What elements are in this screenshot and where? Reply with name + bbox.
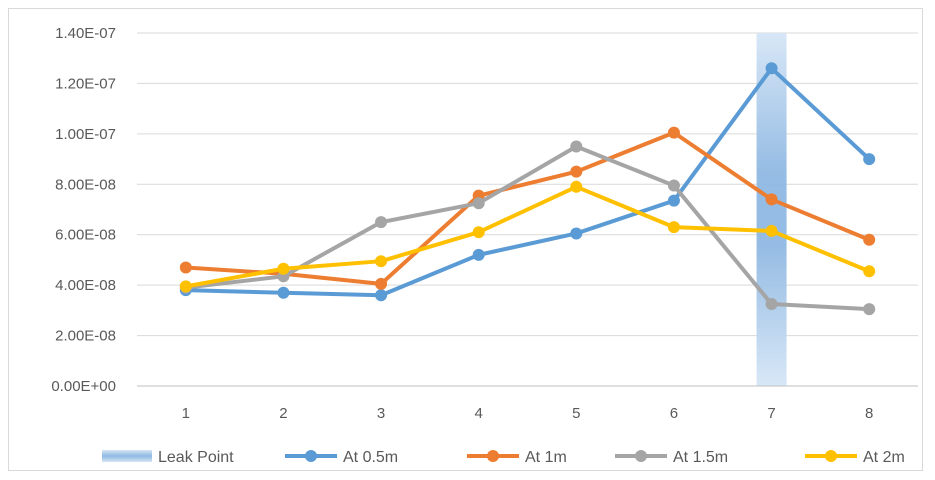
data-point <box>472 226 485 239</box>
legend-item-at-1m: At 1m <box>467 449 567 466</box>
data-point <box>277 286 290 299</box>
x-tick-label: 5 <box>572 405 580 422</box>
data-point <box>765 298 778 311</box>
x-tick-label: 6 <box>670 405 678 422</box>
legend-label: At 1m <box>525 449 567 466</box>
data-point <box>863 233 876 246</box>
legend-swatch-marker <box>305 450 317 462</box>
data-point <box>863 153 876 166</box>
y-tick-label: 6.00E-08 <box>55 227 116 244</box>
data-point <box>667 221 680 234</box>
legend: Leak Point At 0.5m At 1m At 1.5m At 2m <box>102 449 905 466</box>
y-tick-label: 0.00E+00 <box>51 378 116 395</box>
series-line <box>183 184 872 289</box>
legend-item-leak-point: Leak Point <box>102 449 234 466</box>
data-point <box>570 227 583 240</box>
legend-swatch-marker <box>825 450 837 462</box>
x-axis-ticks: 1 2 3 4 5 6 7 8 <box>182 405 874 422</box>
data-point <box>667 126 680 139</box>
data-point <box>570 140 583 153</box>
legend-item-at-2m: At 2m <box>805 449 905 466</box>
y-tick-label: 1.00E-07 <box>55 126 116 143</box>
y-tick-label: 1.20E-07 <box>55 75 116 92</box>
data-point <box>863 265 876 278</box>
legend-item-at-0-5m: At 0.5m <box>285 449 398 466</box>
y-tick-label: 1.40E-07 <box>55 25 116 42</box>
data-point <box>765 224 778 237</box>
data-point <box>179 280 192 293</box>
series-line <box>183 66 872 298</box>
data-point <box>375 289 388 302</box>
data-point <box>667 194 680 207</box>
data-point <box>863 303 876 316</box>
data-point <box>667 179 680 192</box>
legend-label: At 2m <box>863 449 905 466</box>
series-at-2m <box>179 180 876 293</box>
leak-point-band-group <box>756 33 787 386</box>
x-tick-label: 2 <box>279 405 287 422</box>
data-point <box>472 197 485 210</box>
x-tick-label: 8 <box>865 405 873 422</box>
legend-item-at-1-5m: At 1.5m <box>615 449 728 466</box>
x-tick-label: 7 <box>767 405 775 422</box>
legend-swatch-marker <box>635 450 647 462</box>
legend-label: Leak Point <box>158 449 234 466</box>
data-point <box>472 248 485 261</box>
legend-swatch-marker <box>487 450 499 462</box>
x-tick-label: 1 <box>182 405 190 422</box>
series-line <box>183 130 872 286</box>
x-tick-label: 4 <box>475 405 483 422</box>
y-tick-label: 4.00E-08 <box>55 277 116 294</box>
data-point <box>570 180 583 193</box>
data-point <box>765 193 778 206</box>
legend-label: At 0.5m <box>343 449 398 466</box>
data-point <box>765 62 778 75</box>
data-point <box>570 165 583 178</box>
legend-label: At 1.5m <box>673 449 728 466</box>
data-point <box>277 262 290 275</box>
data-point <box>375 277 388 290</box>
data-point <box>375 255 388 268</box>
y-tick-label: 8.00E-08 <box>55 176 116 193</box>
legend-swatch <box>102 450 152 462</box>
y-tick-label: 2.00E-08 <box>55 328 116 345</box>
series-group <box>179 62 876 316</box>
y-axis-ticks: 0.00E+00 2.00E-08 4.00E-08 6.00E-08 8.00E-08… <box>51 25 116 395</box>
data-point <box>375 216 388 229</box>
leak-point-band <box>756 33 787 386</box>
data-point <box>179 261 192 274</box>
x-tick-label: 3 <box>377 405 385 422</box>
